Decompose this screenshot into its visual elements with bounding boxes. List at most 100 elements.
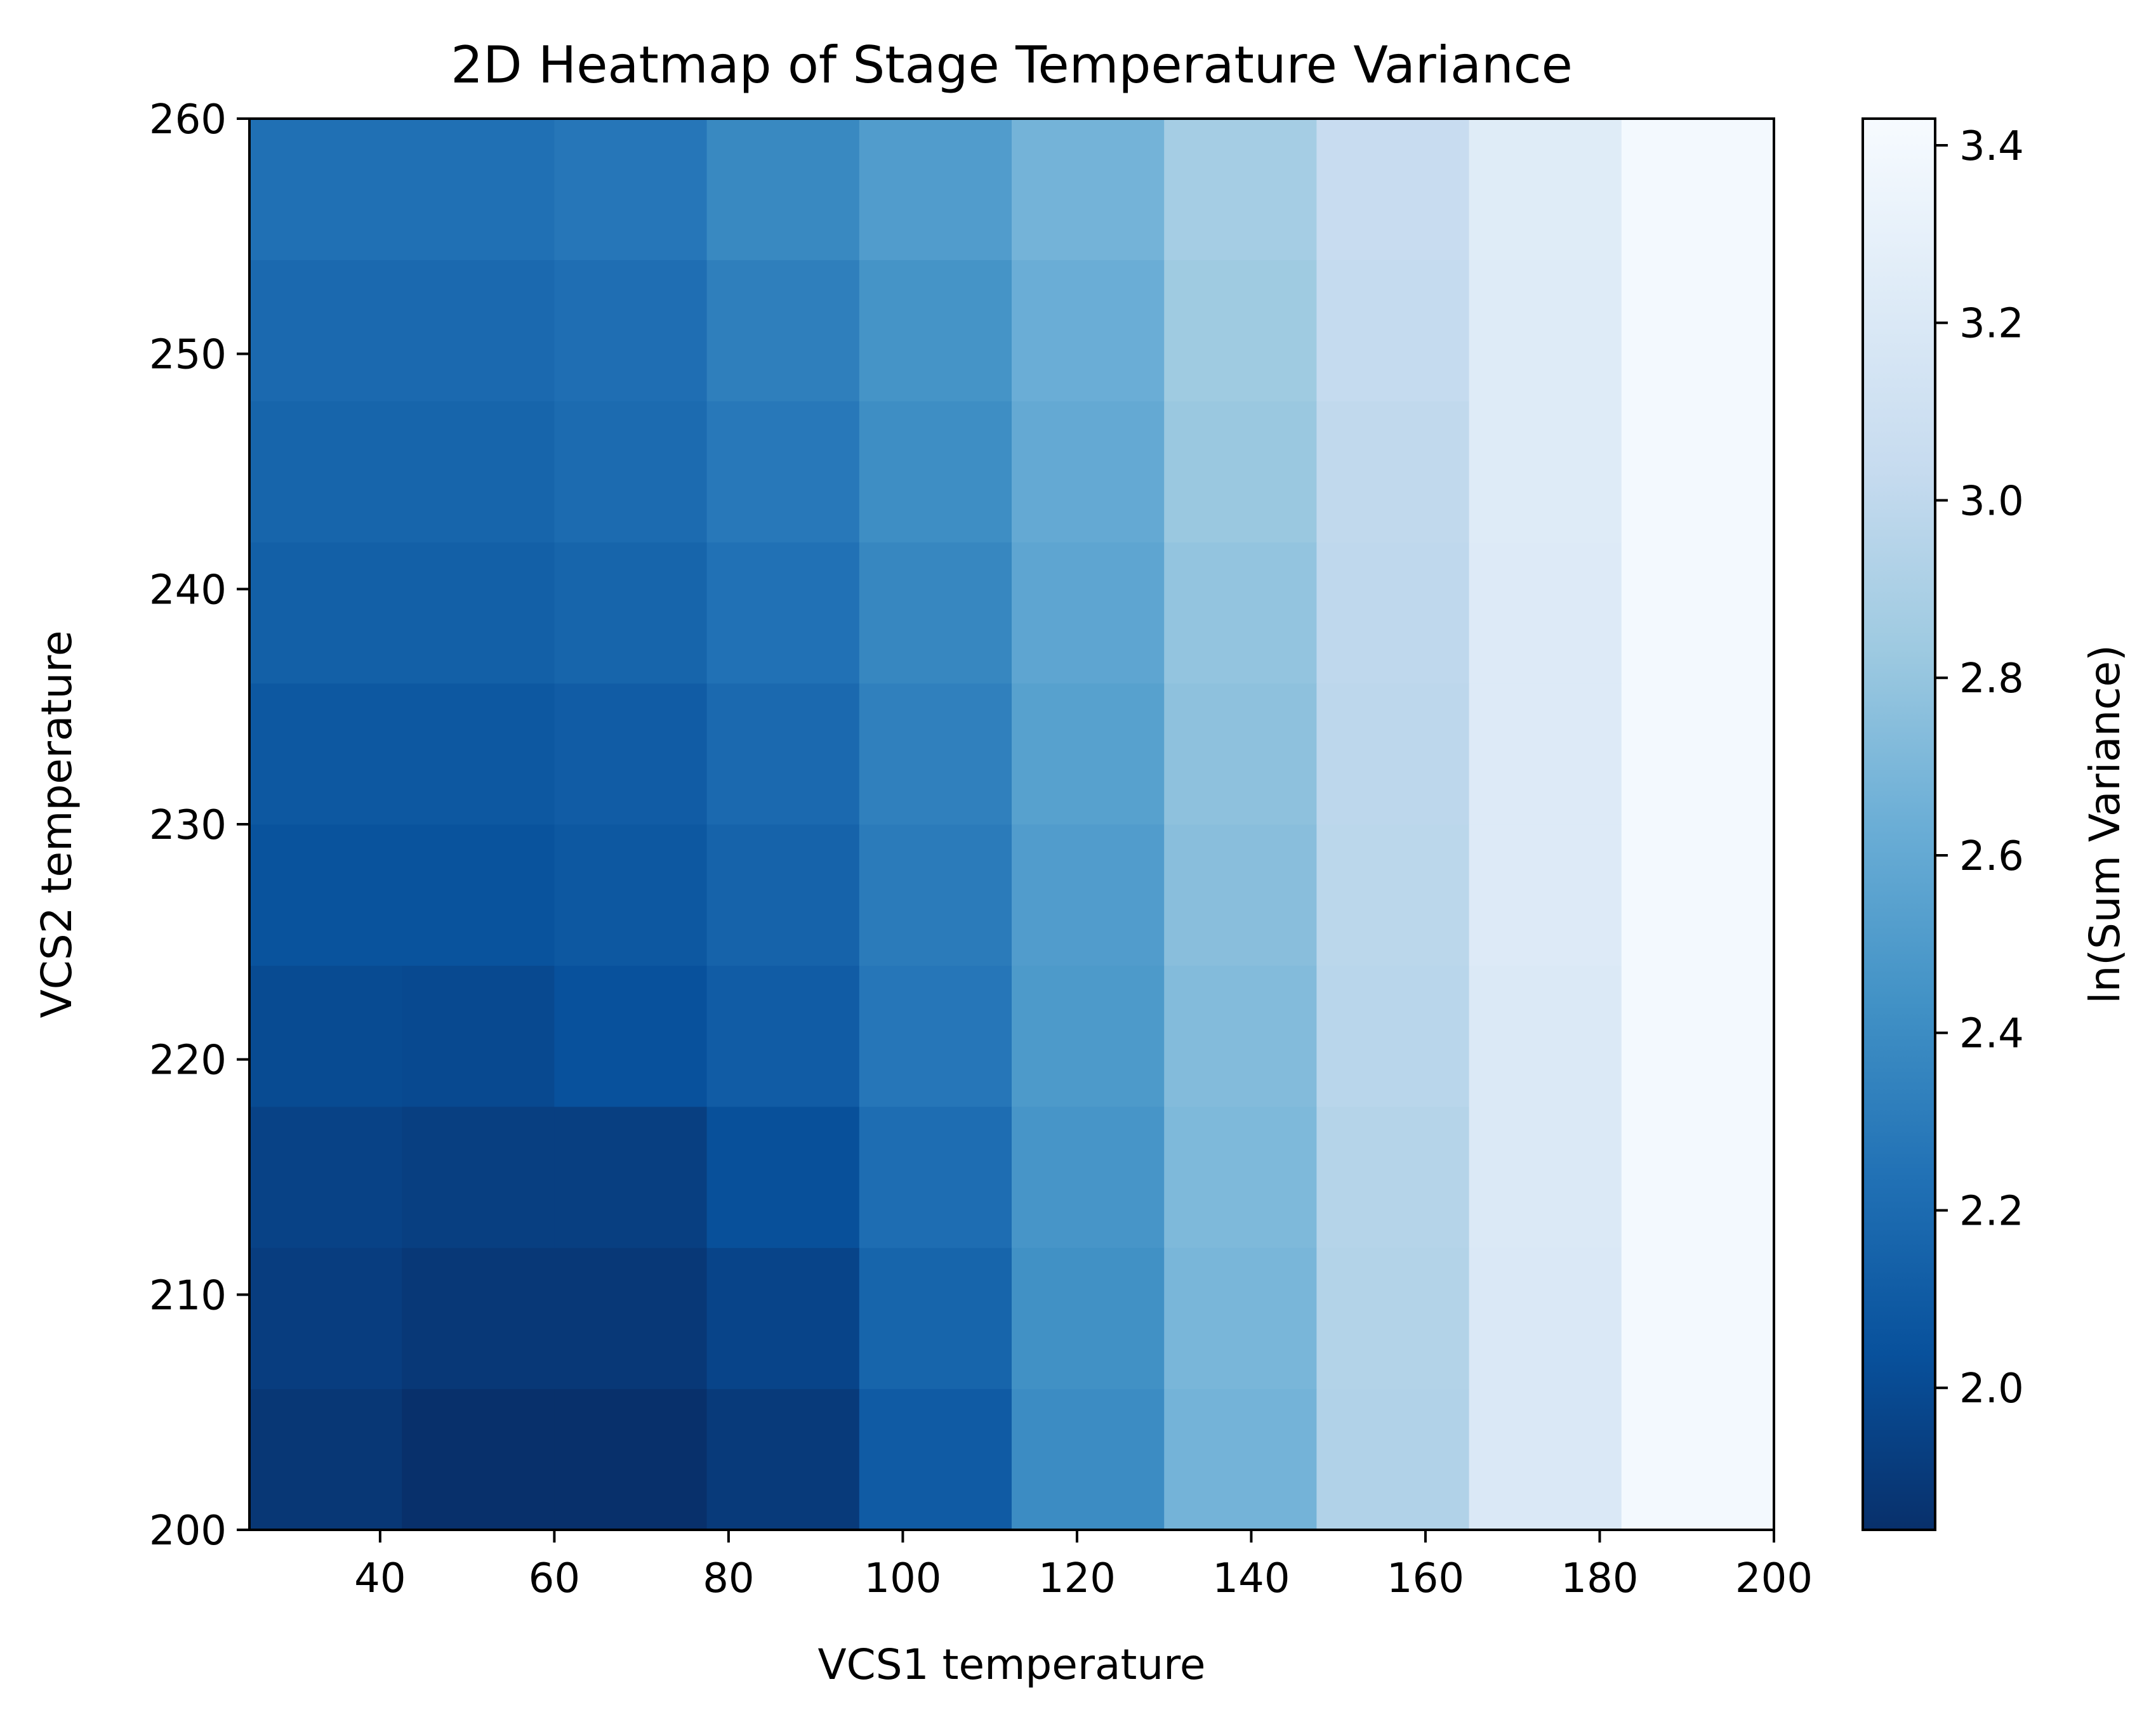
heatmap-cell xyxy=(1469,965,1622,1107)
heatmap-cell xyxy=(402,1247,555,1390)
heatmap-cell xyxy=(554,260,708,402)
heatmap-cell xyxy=(706,824,860,966)
colorbar xyxy=(1862,117,1936,1531)
colorbar-tick-label: 3.0 xyxy=(1959,478,2024,525)
heatmap-cell xyxy=(1316,400,1470,543)
heatmap-cell xyxy=(1469,400,1622,543)
heatmap-cell xyxy=(706,1247,860,1390)
heatmap-cell xyxy=(1316,965,1470,1107)
heatmap-cell xyxy=(402,824,555,966)
heatmap-cell xyxy=(1621,965,1775,1107)
heatmap-cell xyxy=(706,400,860,543)
y-tick-label: 240 xyxy=(149,567,227,614)
heatmap-cell xyxy=(402,119,555,260)
heatmap-cell xyxy=(859,683,1012,825)
heatmap-cell xyxy=(1012,824,1165,966)
heatmap-cell xyxy=(1469,683,1622,825)
colorbar-tick-label: 2.6 xyxy=(1959,833,2024,880)
heatmap-cell xyxy=(402,260,555,402)
heatmap-cell xyxy=(859,260,1012,402)
heatmap-cell xyxy=(249,1106,402,1248)
heatmap-cell xyxy=(554,1247,708,1390)
heatmap-cell xyxy=(554,683,708,825)
y-tick-label: 260 xyxy=(149,96,227,143)
heatmap-cell xyxy=(1469,1247,1622,1390)
colorbar-tick-label: 3.2 xyxy=(1959,301,2024,348)
colorbar-label: ln(Sum Variance) xyxy=(2080,645,2129,1004)
x-tick-label: 180 xyxy=(1561,1555,1638,1602)
y-tick-label: 220 xyxy=(149,1037,227,1084)
heatmap-cell xyxy=(1621,400,1775,543)
colorbar-tick-label: 3.4 xyxy=(1959,123,2024,170)
heatmap-cell xyxy=(1164,824,1317,966)
heatmap-cell xyxy=(1164,965,1317,1107)
heatmap-cell xyxy=(1012,260,1165,402)
heatmap-cell xyxy=(859,400,1012,543)
heatmap-cell xyxy=(1012,119,1165,260)
heatmap-cell xyxy=(249,1247,402,1390)
x-tick-label: 60 xyxy=(529,1555,580,1602)
x-tick-label: 120 xyxy=(1038,1555,1116,1602)
x-axis-ticks: 40 60 80 100 120 140 160 180 200 xyxy=(354,1530,1813,1602)
colorbar-tick-label: 2.4 xyxy=(1959,1011,2024,1058)
heatmap-cell xyxy=(1164,1388,1317,1530)
heatmap-cell xyxy=(1469,542,1622,684)
y-tick-label: 230 xyxy=(149,802,227,849)
y-tick-label: 250 xyxy=(149,332,227,379)
y-axis-ticks: 200 210 220 230 240 250 260 xyxy=(149,96,249,1555)
heatmap-cell xyxy=(1316,1388,1470,1530)
heatmap-cell xyxy=(706,119,860,260)
heatmap-cell xyxy=(1316,683,1470,825)
heatmap-cell xyxy=(1316,542,1470,684)
heatmap-cell xyxy=(859,1106,1012,1248)
heatmap-cell xyxy=(554,824,708,966)
heatmap-cell xyxy=(1012,965,1165,1107)
heatmap-cell xyxy=(1469,1106,1622,1248)
colorbar-ticks: 2.0 2.2 2.4 2.6 2.8 3.0 3.2 3.4 xyxy=(1935,123,2024,1412)
heatmap-cell xyxy=(706,1106,860,1248)
heatmap-cell xyxy=(1316,260,1470,402)
heatmap-cell xyxy=(1012,400,1165,543)
heatmap-cell xyxy=(402,1388,555,1530)
heatmap-cell xyxy=(706,260,860,402)
heatmap-cell xyxy=(1164,1106,1317,1248)
heatmap-cell xyxy=(1469,824,1622,966)
heatmap-cell xyxy=(1469,260,1622,402)
heatmap-cell xyxy=(402,1106,555,1248)
heatmap-cell xyxy=(1621,683,1775,825)
heatmap-cell xyxy=(249,542,402,684)
heatmap-cell xyxy=(1164,542,1317,684)
heatmap-cell xyxy=(706,683,860,825)
heatmap-cell xyxy=(859,119,1012,260)
heatmap-cell xyxy=(859,1247,1012,1390)
heatmap-cell xyxy=(402,542,555,684)
heatmap-cell xyxy=(554,119,708,260)
heatmap-cell xyxy=(859,1388,1012,1530)
heatmap-cell xyxy=(249,683,402,825)
x-tick-label: 160 xyxy=(1387,1555,1464,1602)
heatmap-cell xyxy=(859,824,1012,966)
heatmap-cell xyxy=(859,965,1012,1107)
heatmap-cell xyxy=(1621,1388,1775,1530)
heatmap-cell xyxy=(1316,119,1470,260)
x-axis-label: VCS1 temperature xyxy=(818,1640,1206,1689)
heatmap-cell xyxy=(1012,1247,1165,1390)
heatmap-cell xyxy=(706,1388,860,1530)
heatmap-cell xyxy=(1621,119,1775,260)
heatmap-cell xyxy=(402,683,555,825)
heatmap-cell xyxy=(249,824,402,966)
x-tick-label: 200 xyxy=(1735,1555,1813,1602)
heatmap-cell xyxy=(1164,1247,1317,1390)
chart-title: 2D Heatmap of Stage Temperature Variance xyxy=(451,36,1573,95)
heatmap-cell xyxy=(249,260,402,402)
heatmap-cell xyxy=(1164,260,1317,402)
y-tick-label: 210 xyxy=(149,1272,227,1319)
heatmap-cell xyxy=(249,965,402,1107)
heatmap-cell xyxy=(859,542,1012,684)
heatmap-cell xyxy=(1164,400,1317,543)
x-tick-label: 40 xyxy=(354,1555,406,1602)
colorbar-tick-label: 2.8 xyxy=(1959,655,2024,702)
x-tick-label: 100 xyxy=(864,1555,941,1602)
heatmap-cell xyxy=(554,965,708,1107)
